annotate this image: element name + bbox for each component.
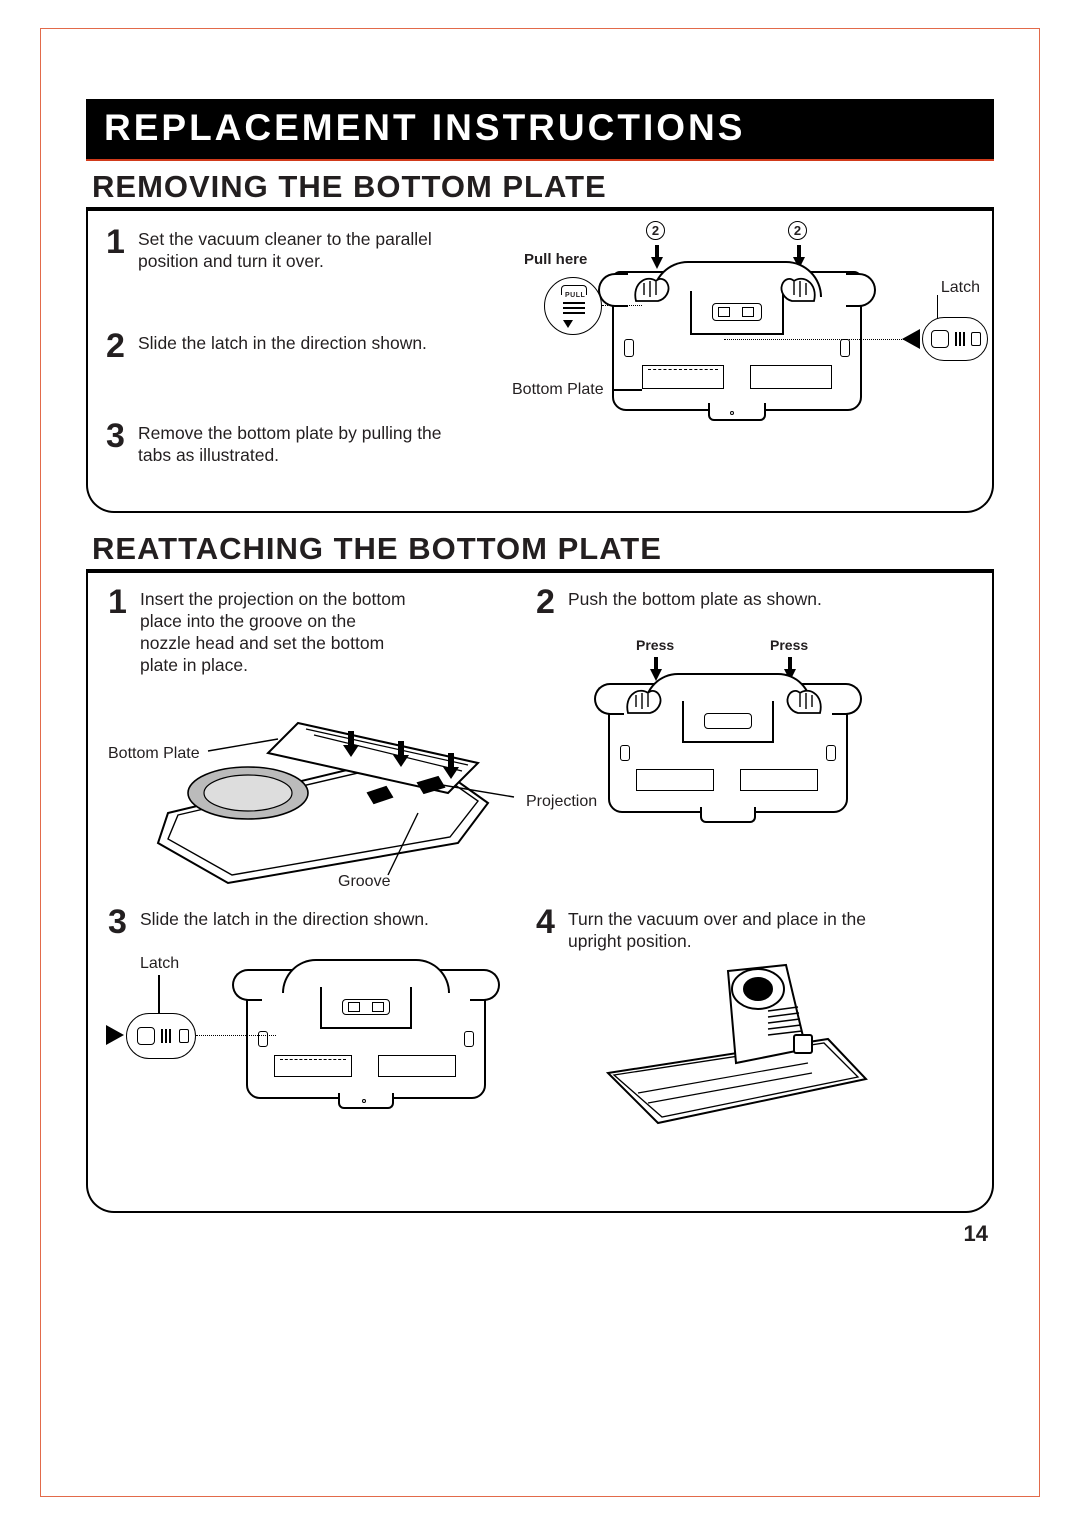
removing-steps: 1 Set the vacuum cleaner to the parallel… xyxy=(106,225,446,523)
removing-step-3: 3 Remove the bottom plate by pulling the… xyxy=(106,419,446,467)
reattaching-panel: 1 Insert the projection on the bottom pl… xyxy=(86,573,994,1213)
latch-bubble xyxy=(922,317,988,361)
page-frame: REPLACEMENT INSTRUCTIONS REMOVING THE BO… xyxy=(40,28,1040,1497)
step-number: 2 xyxy=(106,329,128,363)
reattach-step-2: 2 Push the bottom plate as shown. xyxy=(536,585,956,619)
latch-slide-diagram xyxy=(136,953,516,1153)
hand-icon xyxy=(622,677,668,717)
step-text: Slide the latch in the direction shown. xyxy=(138,329,427,355)
arrow-left-icon xyxy=(902,329,920,349)
arrow-right-icon xyxy=(106,1025,124,1045)
hand-icon xyxy=(630,265,676,305)
step-number: 2 xyxy=(536,585,558,619)
step-number: 1 xyxy=(106,225,128,259)
latch-label: Latch xyxy=(941,279,980,297)
callout-2b: 2 xyxy=(788,221,807,240)
upright-diagram xyxy=(578,963,878,1133)
iso-sketch xyxy=(118,693,518,893)
step-number: 3 xyxy=(106,419,128,453)
step-number: 4 xyxy=(536,905,558,939)
page-number: 14 xyxy=(964,1221,988,1247)
press-label-b: Press xyxy=(770,637,808,653)
pull-here-label: Pull here xyxy=(524,251,587,268)
pull-tab-text: PULL xyxy=(565,292,585,299)
step-text: Set the vacuum cleaner to the parallel p… xyxy=(138,225,446,273)
callout-2a: 2 xyxy=(646,221,665,240)
step-text: Slide the latch in the direction shown. xyxy=(140,905,429,931)
reattaching-heading: REATTACHING THE BOTTOM PLATE xyxy=(86,527,994,573)
title-bar: REPLACEMENT INSTRUCTIONS xyxy=(86,99,994,161)
pull-tab-bubble: PULL xyxy=(544,277,602,335)
reattach-step-1: 1 Insert the projection on the bottom pl… xyxy=(108,585,528,677)
press-label-a: Press xyxy=(636,637,674,653)
hand-icon xyxy=(774,265,820,305)
step-text: Insert the projection on the bottom plac… xyxy=(140,585,410,677)
hand-icon xyxy=(780,677,826,717)
removing-panel: 1 Set the vacuum cleaner to the parallel… xyxy=(86,211,994,513)
step-number: 1 xyxy=(108,585,130,619)
reattach-step-4: 4 Turn the vacuum over and place in the … xyxy=(536,905,956,953)
bottom-plate-label: Bottom Plate xyxy=(512,381,604,399)
removing-step-2: 2 Slide the latch in the direction shown… xyxy=(106,329,446,363)
projection-label: Projection xyxy=(526,793,597,811)
removing-heading: REMOVING THE BOTTOM PLATE xyxy=(86,165,994,211)
reattach-step-3: 3 Slide the latch in the direction shown… xyxy=(108,905,528,939)
step-text: Turn the vacuum over and place in the up… xyxy=(568,905,888,953)
step-text: Remove the bottom plate by pulling the t… xyxy=(138,419,446,467)
step-text: Push the bottom plate as shown. xyxy=(568,585,822,611)
removing-diagram: Pull here Latch Bottom Plate 2 2 1 xyxy=(502,217,982,437)
step-number: 3 xyxy=(108,905,130,939)
press-diagram: Press Press xyxy=(588,643,868,833)
removing-step-1: 1 Set the vacuum cleaner to the parallel… xyxy=(106,225,446,273)
